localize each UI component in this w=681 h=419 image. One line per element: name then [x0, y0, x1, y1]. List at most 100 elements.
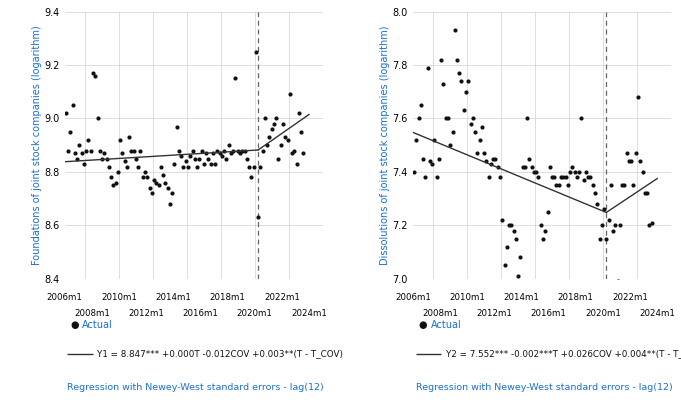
Point [119, 158, 130, 165]
Point [63, 147, 74, 154]
Point [494, 174, 505, 181]
Point [517, 163, 528, 170]
Y-axis label: Dissolutions of joint stock companies (logarithm): Dissolutions of joint stock companies (l… [380, 26, 390, 265]
Point [443, 115, 454, 122]
Point [99, 150, 110, 157]
Point [558, 174, 569, 181]
Point [472, 150, 483, 157]
Point [556, 174, 567, 181]
Point [533, 174, 544, 181]
Point [590, 190, 601, 197]
Point [92, 115, 103, 122]
Point [294, 110, 304, 116]
Point [237, 147, 248, 154]
Point [460, 88, 471, 95]
Point [474, 137, 485, 143]
Point [205, 160, 216, 167]
Point [420, 174, 431, 181]
Text: 2014m1: 2014m1 [155, 293, 191, 303]
Point [470, 129, 481, 135]
Point [592, 201, 603, 207]
Point [253, 214, 264, 220]
Point [225, 150, 236, 157]
Text: 2018m1: 2018m1 [558, 293, 594, 303]
Point [599, 206, 609, 212]
Point [72, 155, 82, 162]
Point [510, 235, 521, 242]
Point [121, 163, 132, 170]
Point [246, 174, 257, 181]
Point [429, 137, 440, 143]
Point [547, 174, 558, 181]
Text: 2010m1: 2010m1 [449, 293, 485, 303]
Point [576, 115, 587, 122]
Point [526, 163, 537, 170]
Point [610, 222, 621, 229]
Point [69, 150, 80, 157]
Point [126, 147, 137, 154]
Point [633, 94, 644, 101]
Text: 2024m1: 2024m1 [639, 309, 675, 318]
Point [203, 155, 214, 162]
Text: 2020m1: 2020m1 [237, 309, 272, 318]
Point [251, 49, 262, 55]
Point [411, 137, 422, 143]
Point [142, 174, 153, 181]
Point [522, 115, 533, 122]
Point [219, 147, 229, 154]
Text: Actual: Actual [82, 320, 113, 330]
Point [153, 182, 164, 189]
Point [415, 102, 426, 109]
Point [183, 163, 193, 170]
Point [185, 153, 195, 159]
Point [467, 115, 478, 122]
Point [198, 160, 209, 167]
Point [506, 222, 517, 229]
Point [626, 158, 637, 165]
Point [90, 72, 101, 79]
Point [208, 150, 219, 157]
Point [164, 201, 175, 207]
Point [97, 155, 108, 162]
Point [597, 222, 607, 229]
Point [542, 209, 553, 215]
Point [515, 254, 526, 261]
Point [624, 158, 635, 165]
Point [194, 155, 205, 162]
Point [80, 147, 91, 154]
Point [528, 168, 539, 175]
Point [508, 227, 519, 234]
Point [567, 163, 577, 170]
Point [241, 155, 252, 162]
Point [549, 174, 560, 181]
Point [187, 147, 198, 154]
Point [158, 171, 169, 178]
Text: 2008m1: 2008m1 [74, 309, 110, 318]
Point [540, 227, 551, 234]
Point [284, 91, 295, 98]
Point [631, 150, 642, 157]
Point [244, 163, 255, 170]
Point [74, 142, 85, 149]
Point [160, 179, 171, 186]
Point [230, 75, 241, 82]
Point [128, 147, 139, 154]
Point [146, 190, 157, 197]
Point [174, 147, 185, 154]
Point [587, 182, 598, 189]
Point [639, 190, 650, 197]
Point [424, 158, 435, 165]
Text: 2018m1: 2018m1 [210, 293, 246, 303]
Point [642, 190, 652, 197]
Point [65, 129, 76, 135]
Point [479, 150, 490, 157]
Point [266, 126, 277, 132]
Point [83, 137, 94, 143]
Point [259, 115, 270, 122]
Point [535, 222, 546, 229]
Point [106, 174, 116, 181]
Point [133, 163, 144, 170]
Point [124, 134, 135, 140]
Point [221, 155, 232, 162]
Point [273, 155, 284, 162]
